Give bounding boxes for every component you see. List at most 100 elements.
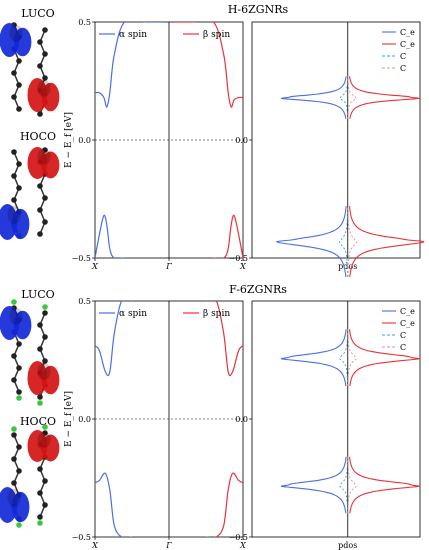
top-luco-right-chain-atom xyxy=(42,75,48,81)
bottom-homo-right-chain-atom xyxy=(37,514,43,520)
top-xtick-label: X xyxy=(239,262,246,271)
top-pdos-peak-beta xyxy=(348,206,425,277)
bottom-homo-right-chain-atom xyxy=(42,478,48,484)
top-pdos-legend: C_e C_e CC xyxy=(382,28,415,73)
top-band-chart: 0.5 0.0 −0.5 E − E_f [eV] X Γ Xα spin β spin xyxy=(64,18,246,271)
top-band-lines xyxy=(95,22,243,258)
bottom-ytick-label: −0.5 xyxy=(72,533,91,542)
bottom-pdos-peak-c-beta xyxy=(347,456,357,514)
bottom-homo-left-chain-atom xyxy=(11,432,17,438)
bottom-homo-blue-orbital-shade xyxy=(7,488,21,507)
bottom-ylabel: E − E_f [eV] xyxy=(64,391,74,447)
bottom-luco-blue-orbital-shade xyxy=(9,307,23,325)
bottom-band-lines xyxy=(95,301,243,537)
bottom-luco-red-orbital-part xyxy=(41,365,60,395)
top-homo-left-chain-atom xyxy=(11,149,17,155)
bottom-homo-blue-orbital-part xyxy=(11,491,30,523)
bottom-luco-right-chain-atom xyxy=(42,358,48,364)
bottom-luco-left-chain-atom xyxy=(11,353,17,359)
chart-area: 0.50.0−0.5E − E_f [eV]X Γ Xα spin β spin0.0… xyxy=(64,18,425,550)
bottom-band-alpha-valence xyxy=(95,472,132,537)
bottom-legend-label: α spin xyxy=(119,309,147,319)
top-homo-blue-orbital-part xyxy=(11,208,30,240)
top-pdos-frame xyxy=(251,21,421,259)
bottom-ytick-label: 0.5 xyxy=(78,297,91,306)
bottom-homo-label: HOCO xyxy=(20,415,56,428)
bottom-band-alpha-conduction xyxy=(95,301,132,377)
top-luco-right-chain-atom xyxy=(37,63,43,69)
bottom-luco-right-chain-atom xyxy=(42,334,48,340)
top-ytick-label: −0.5 xyxy=(72,254,91,263)
top-pdos-peak-c-alpha xyxy=(339,76,349,119)
bottom-pdos-peak-c-alpha xyxy=(339,329,349,386)
bottom-luco-right-chain-atom xyxy=(37,394,43,400)
bottom-luco-right-chain-fluorine-atom xyxy=(42,304,48,310)
top-luco-blue-orbital-part xyxy=(13,27,32,57)
bottom-pdos-legend-label: C xyxy=(400,343,406,352)
top-pdos-ytick-label: 0.0 xyxy=(235,136,248,145)
top-pdos-peak-c-alpha xyxy=(338,206,349,277)
bottom-luco-right-chain-atom xyxy=(37,346,43,352)
top-homo-red-orbital xyxy=(27,147,60,179)
top-luco-right-chain-atom xyxy=(37,111,43,117)
bottom-homo-left-chain-fluorine-atom xyxy=(16,522,22,528)
molecule-images xyxy=(0,22,60,528)
bottom-pdos-peak-alpha xyxy=(280,329,347,387)
top-luco-left-chain-atom xyxy=(16,58,22,64)
bottom-legend-beta: β spin xyxy=(183,309,230,319)
top-band-beta-valence xyxy=(213,214,243,258)
top-pdos-ytick-label: −0.5 xyxy=(229,254,248,263)
top-luco-right-chain-atom xyxy=(42,51,48,57)
bottom-homo-right-chain-fluorine-atom xyxy=(37,520,43,526)
top-luco-left-chain-atom xyxy=(11,70,17,76)
top-luco-blue-orbital-shade xyxy=(9,24,23,42)
bottom-luco-left-chain-atom xyxy=(11,377,17,383)
top-luco-label: LUCO xyxy=(21,7,54,20)
top-luco-left-chain-atom xyxy=(16,106,22,112)
bottom-pdos-peak-beta xyxy=(348,329,420,387)
bottom-ytick-label: 0.0 xyxy=(78,415,91,424)
top-luco-right-chain-atom xyxy=(37,39,43,45)
bottom-homo-red-orbital-part xyxy=(41,434,60,462)
top-homo-blue-orbital xyxy=(0,204,30,240)
bottom-pdos-peak-c-beta xyxy=(347,329,357,386)
bottom-luco-left-chain-fluorine-atom xyxy=(11,299,17,305)
bottom-band-chart: 0.5 0.0 −0.5 E − E_f [eV] X Γ Xα spin β spin xyxy=(64,297,246,550)
top-pdos-legend-label: C xyxy=(400,64,406,73)
bottom-band-beta-valence xyxy=(206,472,243,537)
top-pdos-peak-alpha xyxy=(280,76,347,120)
top-homo-blue-orbital-shade xyxy=(7,205,21,224)
top-pdos-chart: 0.0 −0.5 pdos C_e C_e CC xyxy=(229,21,425,278)
top-pdos-legend-item: C xyxy=(382,52,406,61)
bottom-homo-left-chain-atom xyxy=(11,480,17,486)
bottom-band-beta-conduction xyxy=(206,301,243,377)
bottom-homo-red-orbital-shade xyxy=(37,431,51,448)
top-ytick-label: 0.5 xyxy=(78,18,91,27)
bottom-luco-left-chain-atom xyxy=(16,365,22,371)
bottom-pdos-legend-item: C_e xyxy=(382,319,415,328)
top-homo-red-orbital-shade xyxy=(37,148,51,165)
bottom-luco-right-chain-atom xyxy=(42,310,48,316)
bottom-homo-blue-orbital xyxy=(0,487,30,523)
bottom-homo-red-orbital-part xyxy=(27,430,48,462)
bottom-title: F-6ZGNRs xyxy=(229,283,287,296)
bottom-pdos-legend-label: C xyxy=(400,331,406,340)
bottom-pdos-frame xyxy=(251,300,421,538)
top-homo-right-chain-atom xyxy=(37,231,43,237)
bottom-homo-right-chain-fluorine-atom xyxy=(42,424,48,430)
bottom-pdos-peak-alpha xyxy=(280,456,347,514)
bottom-luco-red-orbital xyxy=(27,361,60,395)
bottom-pdos-ytick-label: −0.5 xyxy=(229,533,248,542)
top-pdos-legend-item: C_e xyxy=(382,28,415,37)
bottom-luco-left-chain-atom xyxy=(16,341,22,347)
bottom-luco-label: LUCO xyxy=(21,288,54,301)
top-pdos-peak-beta xyxy=(348,76,420,119)
bottom-pdos-ytick-label: 0.0 xyxy=(235,415,248,424)
top-legend-alpha: α spin xyxy=(99,30,147,40)
top-xtick-label: X xyxy=(91,262,98,271)
top-band-beta-conduction xyxy=(173,22,243,108)
top-homo-red-orbital-part xyxy=(27,147,48,179)
top-pdos-peak-c-beta xyxy=(347,206,358,277)
top-pdos-legend-item: C xyxy=(382,64,406,73)
